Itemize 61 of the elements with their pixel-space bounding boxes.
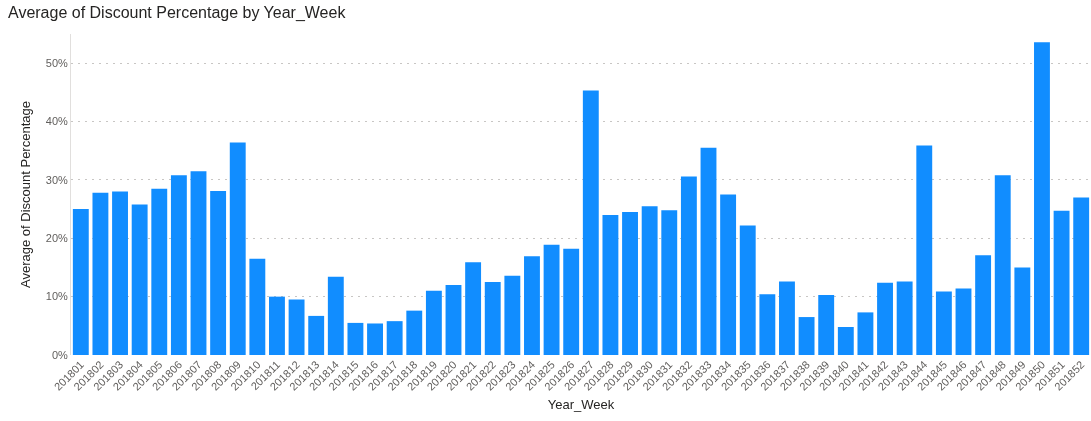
bar: [994, 175, 1011, 355]
bar: [386, 321, 403, 355]
bar: [837, 326, 854, 355]
bar: [465, 262, 482, 355]
bar: [622, 212, 638, 355]
bar: [700, 147, 717, 355]
bar: [92, 192, 109, 355]
bar: [524, 256, 540, 355]
y-tick-label: 10%: [45, 290, 68, 303]
y-tick-label: 20%: [45, 232, 68, 245]
bar: [406, 310, 423, 355]
bar: [720, 194, 737, 355]
bar: [955, 288, 972, 355]
bar: [975, 255, 992, 355]
bar: [72, 209, 89, 355]
bar: [582, 90, 599, 355]
bar: [425, 290, 442, 355]
bar: [661, 210, 678, 355]
y-tick-label: 30%: [45, 173, 68, 186]
bar: [563, 248, 580, 355]
bar: [877, 282, 893, 355]
bar: [367, 323, 383, 355]
bar: [759, 294, 776, 355]
bar: [680, 176, 697, 355]
bar: [504, 275, 521, 355]
bar: [249, 258, 266, 355]
y-tick-label: 50%: [45, 57, 68, 70]
bar: [131, 204, 148, 355]
bar: [190, 171, 207, 355]
bar: [779, 281, 795, 355]
y-tick-label: 0%: [51, 348, 69, 361]
bar: [543, 244, 560, 355]
bar: [602, 214, 619, 355]
bar: [308, 315, 325, 355]
bar: [151, 188, 168, 355]
bar: [896, 281, 913, 355]
bar: [288, 299, 305, 355]
bar: [798, 317, 815, 355]
y-tick-label: 40%: [45, 115, 68, 128]
bar: [641, 206, 658, 355]
bar: [1014, 267, 1031, 355]
bar: [347, 322, 364, 355]
bar: [1034, 42, 1050, 355]
y-axis-title: Average of Discount Percentage: [17, 101, 33, 288]
bar: [112, 191, 128, 355]
bar: [916, 145, 933, 355]
bar: [170, 175, 187, 355]
x-axis-title: Year_Week: [547, 397, 615, 413]
bar: [818, 294, 835, 355]
chart-title: Average of Discount Percentage by Year_Week: [8, 3, 347, 22]
bar: [739, 225, 756, 355]
bar: [1053, 210, 1070, 355]
bar: [935, 291, 952, 355]
bar: [327, 276, 344, 355]
bar: [210, 191, 227, 355]
bar: [445, 284, 462, 355]
bar: [484, 282, 501, 355]
bar: [1073, 197, 1090, 355]
bar: [857, 312, 874, 355]
bar: [229, 142, 246, 355]
bar: [269, 296, 285, 355]
